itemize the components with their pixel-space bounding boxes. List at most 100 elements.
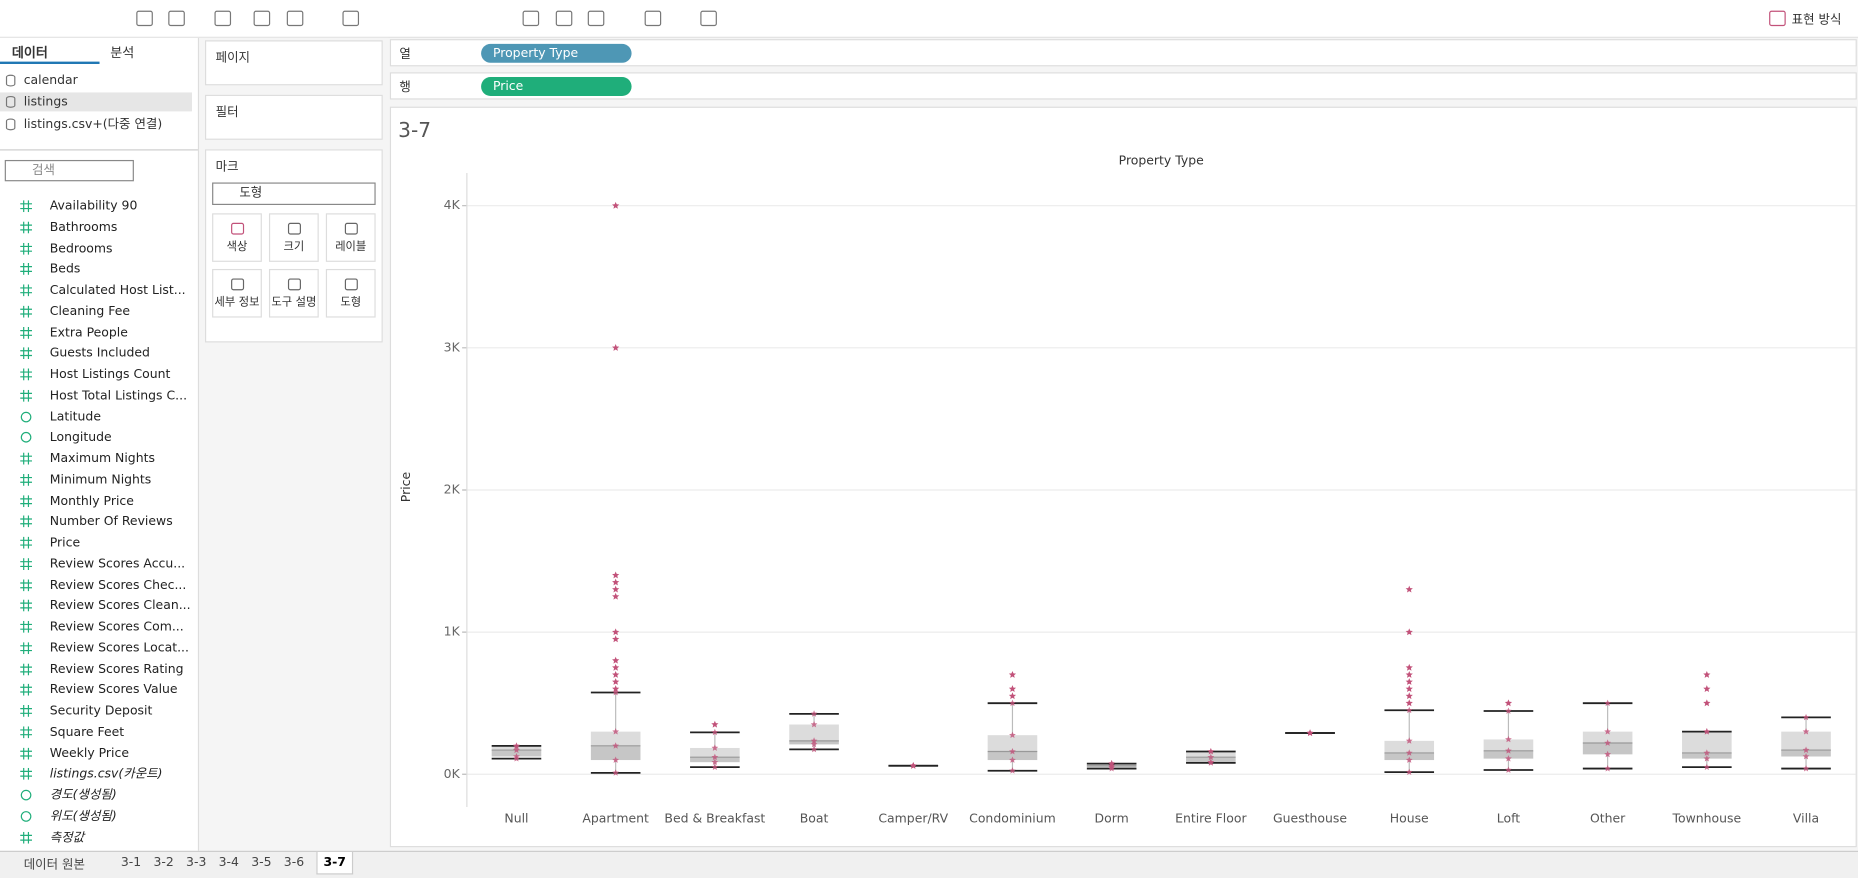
outlier bbox=[612, 201, 620, 209]
point bbox=[513, 742, 520, 749]
card-title: 필터 bbox=[215, 105, 239, 120]
field[interactable]: Review Scores Locat... bbox=[0, 638, 189, 658]
sheet-tab[interactable]: 3-5 bbox=[251, 855, 272, 870]
point bbox=[1703, 755, 1711, 762]
data-source[interactable]: listings.csv+(다중 연결) bbox=[0, 115, 192, 134]
field-icon bbox=[20, 347, 32, 360]
outlier bbox=[1504, 699, 1513, 707]
toolbar-icon[interactable] bbox=[136, 10, 153, 27]
sheet-tab[interactable]: 3-2 bbox=[153, 855, 174, 870]
box-lower bbox=[1483, 750, 1534, 759]
mark-button[interactable]: 레이블 bbox=[325, 213, 376, 262]
x-tick-label: Condominium bbox=[969, 810, 1056, 825]
field[interactable]: Host Total Listings C... bbox=[0, 386, 187, 406]
field[interactable]: 경도(생성됨) bbox=[0, 786, 117, 806]
field[interactable]: Availability 90 bbox=[0, 197, 137, 217]
toolbar-icon[interactable] bbox=[342, 10, 360, 27]
field-icon bbox=[20, 200, 32, 213]
mark-button-label: 도형 bbox=[340, 296, 362, 310]
field[interactable]: Latitude bbox=[0, 407, 101, 427]
field[interactable]: Bedrooms bbox=[0, 239, 113, 259]
tab[interactable]: 데이터 bbox=[11, 45, 48, 61]
toolbar-icon[interactable] bbox=[587, 10, 605, 27]
field[interactable]: Price bbox=[0, 533, 80, 553]
point bbox=[810, 720, 818, 728]
field[interactable]: Security Deposit bbox=[0, 701, 152, 721]
sheet-tab[interactable]: 3-4 bbox=[218, 855, 239, 870]
sheet-tab[interactable]: 3-1 bbox=[120, 855, 142, 870]
field-icon bbox=[20, 536, 32, 549]
field[interactable]: Review Scores Chec... bbox=[0, 575, 186, 595]
mark-button-label: 색상 bbox=[226, 240, 248, 254]
pill[interactable]: Property Type bbox=[481, 43, 632, 63]
point bbox=[1405, 749, 1413, 756]
outlier bbox=[612, 585, 620, 593]
toolbar-icon[interactable] bbox=[644, 10, 662, 27]
field[interactable]: Calculated Host List... bbox=[0, 281, 186, 301]
field[interactable]: Review Scores Com... bbox=[0, 617, 184, 637]
show-me[interactable]: 표현 방식 bbox=[1791, 13, 1842, 28]
toolbar-icon[interactable] bbox=[700, 10, 717, 27]
point bbox=[1009, 756, 1016, 763]
field[interactable]: Square Feet bbox=[0, 723, 124, 743]
point bbox=[711, 728, 719, 736]
y-axis-title: Price bbox=[398, 472, 413, 502]
field[interactable]: Cleaning Fee bbox=[0, 302, 130, 322]
toolbar-icon[interactable] bbox=[522, 10, 540, 27]
field[interactable]: Review Scores Value bbox=[0, 680, 178, 700]
sheet-tab[interactable]: 3-6 bbox=[283, 855, 305, 870]
point bbox=[1802, 752, 1810, 760]
mark-type-dropdown[interactable]: 도형 bbox=[212, 182, 376, 205]
field-icon bbox=[20, 810, 32, 822]
sheet-tab[interactable]: 3-3 bbox=[186, 855, 207, 870]
field[interactable]: listings.csv(카운트) bbox=[0, 765, 162, 785]
toolbar-icon[interactable] bbox=[168, 10, 185, 27]
globe bbox=[20, 411, 32, 422]
field[interactable]: Beds bbox=[0, 260, 80, 280]
point bbox=[1604, 765, 1612, 772]
field[interactable]: Maximum Nights bbox=[0, 449, 155, 469]
sheet-tab[interactable]: 3-7 bbox=[316, 851, 354, 875]
mark-button[interactable]: 크기 bbox=[268, 213, 319, 262]
tab[interactable]: 분석 bbox=[110, 45, 135, 61]
outlier bbox=[612, 656, 620, 664]
point bbox=[810, 710, 818, 717]
field-icon bbox=[20, 284, 32, 297]
data-source[interactable]: calendar bbox=[0, 71, 192, 90]
field-icon bbox=[20, 705, 32, 717]
toolbar-icon[interactable] bbox=[214, 10, 232, 27]
mark-button-label: 레이블 bbox=[335, 240, 367, 254]
tab-underline bbox=[0, 61, 100, 64]
field[interactable]: Review Scores Accu... bbox=[0, 554, 185, 574]
mark-button-label: 세부 정보 bbox=[214, 296, 260, 310]
toolbar-icon[interactable] bbox=[555, 10, 573, 27]
field[interactable]: Review Scores Rating bbox=[0, 659, 184, 679]
mark-button[interactable]: 세부 정보 bbox=[212, 268, 262, 318]
mark-button[interactable]: 색상 bbox=[212, 213, 262, 262]
toolbar-icon[interactable] bbox=[253, 10, 271, 27]
field[interactable]: Bathrooms bbox=[0, 218, 117, 238]
field[interactable]: Review Scores Clean... bbox=[0, 596, 191, 616]
toolbar-icon[interactable] bbox=[286, 10, 304, 27]
field[interactable]: Longitude bbox=[0, 428, 112, 448]
mark-button[interactable]: 도구 설명 bbox=[268, 268, 319, 318]
box-lower bbox=[590, 745, 641, 761]
point bbox=[810, 745, 818, 753]
field[interactable]: Minimum Nights bbox=[0, 470, 151, 490]
field[interactable]: Number Of Reviews bbox=[0, 512, 173, 532]
mark-button[interactable]: 도형 bbox=[325, 268, 376, 318]
field[interactable]: Weekly Price bbox=[0, 744, 129, 764]
field[interactable]: 측정값 bbox=[0, 828, 84, 848]
field[interactable]: Extra People bbox=[0, 323, 128, 343]
x-axis-title: Property Type bbox=[1119, 153, 1204, 168]
toolbar-icon[interactable] bbox=[1769, 10, 1786, 27]
pill[interactable]: Price bbox=[481, 77, 632, 96]
field[interactable]: Monthly Price bbox=[0, 491, 134, 511]
x-tick-label: Townhouse bbox=[1672, 810, 1742, 825]
field[interactable]: Guests Included bbox=[0, 344, 150, 364]
field[interactable]: Host Listings Count bbox=[0, 365, 170, 385]
field[interactable]: 위도(생성됨) bbox=[0, 807, 117, 827]
data-source-tab[interactable]: 데이터 원본 bbox=[23, 857, 85, 873]
search-box[interactable]: 검색 bbox=[4, 159, 134, 182]
data-source[interactable]: listings bbox=[0, 92, 192, 112]
